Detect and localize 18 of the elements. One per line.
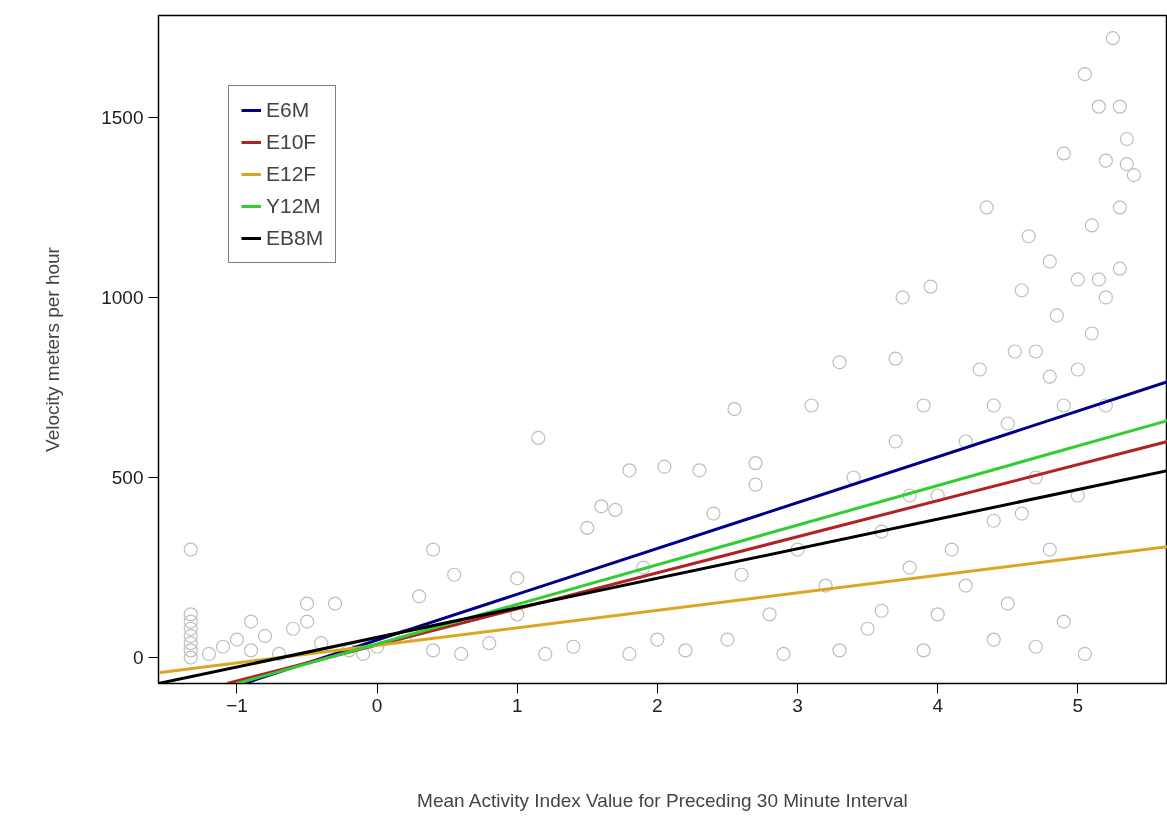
- x-axis-title: Mean Activity Index Value for Preceding 30 Minute Interval: [417, 789, 908, 811]
- legend-label: E12F: [266, 162, 317, 186]
- x-tick-label: 2: [652, 694, 663, 716]
- x-tick-label: 4: [932, 694, 944, 716]
- legend-label: E10F: [266, 130, 317, 154]
- y-tick-label: 1500: [101, 106, 144, 128]
- y-axis-title: Velocity meters per hour: [42, 246, 64, 452]
- legend-label: Y12M: [266, 194, 321, 218]
- x-tick-label: 0: [371, 694, 383, 716]
- legend-label: E6M: [266, 98, 310, 122]
- legend-label: EB8M: [266, 226, 324, 250]
- x-tick-label: −1: [226, 694, 248, 716]
- y-tick-label: 0: [132, 647, 144, 669]
- x-tick-label: 1: [511, 694, 523, 716]
- y-tick-label: 1000: [101, 286, 144, 308]
- y-tick-label: 500: [111, 467, 144, 489]
- x-tick-label: 5: [1072, 694, 1084, 716]
- x-tick-label: 3: [792, 694, 803, 716]
